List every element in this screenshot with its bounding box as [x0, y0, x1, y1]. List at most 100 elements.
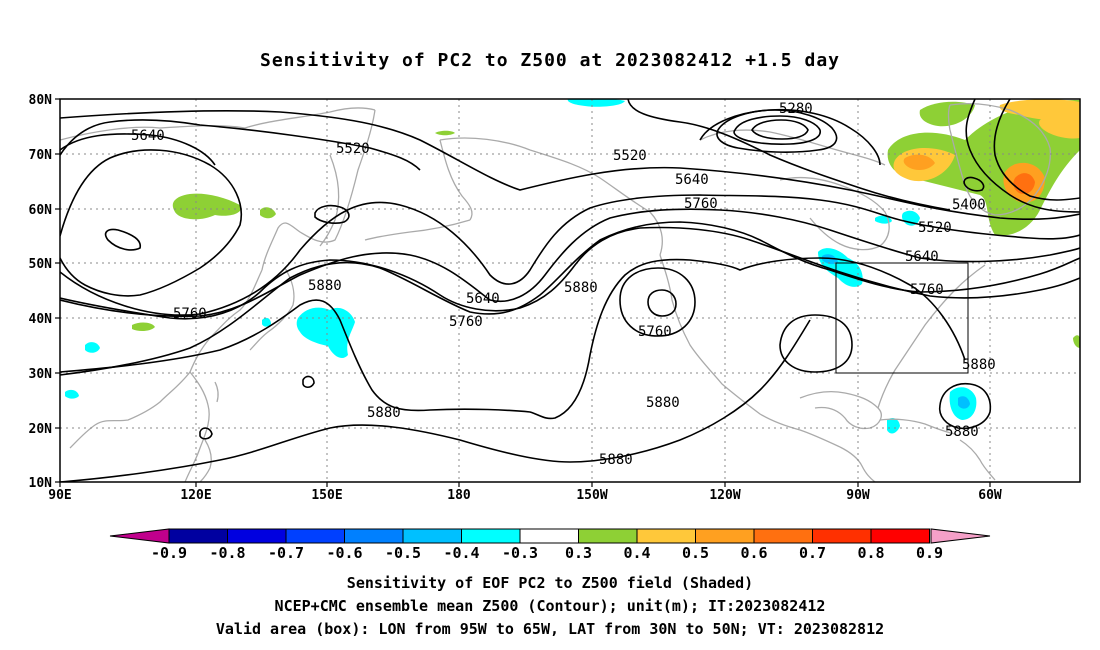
contour-labels: 5280 5400 5520 5520 5520 5640 5640 5640 …	[131, 101, 996, 468]
positive-sensitivity-area	[919, 101, 975, 127]
colorbar-high-arrow	[930, 528, 991, 544]
colorbar-label: 0.7	[799, 544, 826, 562]
colorbar-cell	[402, 528, 462, 544]
lat-tick-label: 70N	[29, 148, 53, 163]
contour-line	[938, 382, 992, 430]
colorbar-label: -0.5	[385, 544, 421, 562]
colorbar-cell	[285, 528, 345, 544]
contour-line	[314, 204, 350, 224]
contour-label: 5880	[599, 452, 633, 468]
contour-line	[60, 110, 1080, 220]
coastline-kamchatka	[319, 154, 340, 247]
axis-ticks	[55, 98, 991, 487]
coastline-gulf-mexico	[799, 391, 882, 430]
lat-tick-label: 30N	[29, 367, 53, 382]
negative-sensitivity-area	[822, 254, 838, 265]
contour-label: 5880	[564, 280, 598, 296]
colorbar-label: 0.4	[623, 544, 650, 562]
contour-line	[779, 314, 853, 373]
positive-sensitivity-area	[903, 154, 935, 171]
coastline-taiwan	[214, 381, 219, 403]
contour-line	[993, 99, 1080, 201]
negative-sensitivity-area	[262, 317, 271, 327]
contour-line	[60, 133, 216, 166]
contour-label: 5760	[684, 196, 718, 212]
lon-tick-label: 60W	[978, 488, 1002, 503]
colorbar-label: 0.8	[857, 544, 884, 562]
caption-contour: NCEP+CMC ensemble mean Z500 (Contour); u…	[274, 597, 826, 615]
contour-label: 5760	[449, 314, 483, 330]
contour-label: 5880	[945, 424, 979, 440]
colorbar-label: 0.5	[682, 544, 709, 562]
coastline-philippines	[199, 439, 212, 482]
coastline-north-america	[659, 254, 841, 448]
positive-sensitivity-area	[260, 207, 276, 219]
coastline-aleutians	[364, 219, 471, 241]
contour-line	[965, 99, 1080, 213]
contour-line	[60, 194, 1080, 316]
coastline-asia	[261, 109, 376, 271]
contour-label: 5760	[173, 306, 207, 322]
colorbar-cell	[519, 528, 579, 544]
contour-label: 5520	[613, 148, 647, 164]
contour-label: 5880	[962, 357, 996, 373]
contour-label: 5520	[918, 220, 952, 236]
plot-frame	[59, 98, 1081, 483]
colorbar-cell	[168, 528, 228, 544]
caption-shading: Sensitivity of EOF PC2 to Z500 field (Sh…	[346, 574, 754, 592]
contour-label: 5880	[646, 395, 680, 411]
colorbar-label: -0.4	[443, 544, 479, 562]
colorbar-label: -0.3	[502, 544, 538, 562]
negative-sensitivity-area	[958, 396, 970, 409]
coastline-asia	[69, 269, 263, 449]
contour-line	[60, 257, 966, 420]
lon-tick-label: 180	[447, 488, 471, 503]
colorbar-cell	[461, 528, 521, 544]
coastline-central-america	[839, 446, 876, 482]
colorbar-low-arrow	[109, 528, 170, 544]
colorbar: -0.9 -0.8 -0.7 -0.6 -0.5 -0.4 -0.3 0.3 0.4 0.5 0.6…	[109, 528, 991, 562]
contour-label: 5280	[779, 101, 813, 117]
coastline-asia	[60, 107, 376, 141]
coastline-caribbean	[959, 439, 996, 481]
contour-line	[699, 108, 881, 166]
contour-label: 5640	[466, 291, 500, 307]
positive-sensitivity-area	[1039, 113, 1080, 139]
negative-sensitivity-area	[85, 342, 100, 353]
colorbar-label: 0.9	[916, 544, 943, 562]
contour-label: 5640	[131, 128, 165, 144]
contour-label: 5640	[675, 172, 709, 188]
positive-sensitivity-area	[887, 100, 1080, 236]
positive-sensitivity-area	[1073, 335, 1080, 348]
contour-label: 5880	[308, 278, 342, 294]
coastline-canada-north	[779, 176, 890, 251]
lat-tick-label: 10N	[29, 476, 53, 491]
latitude-labels: 80N 70N 60N 50N 40N 30N 20N 10N	[29, 93, 53, 491]
positive-sensitivity-area	[132, 322, 155, 332]
lat-tick-label: 80N	[29, 93, 53, 108]
colorbar-cell	[578, 528, 638, 544]
coastline-caribbean	[879, 418, 956, 435]
colorbar-cell	[753, 528, 813, 544]
lon-tick-label: 90E	[48, 488, 71, 503]
coastline-japan	[249, 267, 295, 351]
positive-sensitivity-area	[172, 193, 242, 220]
contour-line	[963, 176, 985, 192]
contour-label: 5520	[336, 141, 370, 157]
colorbar-label: -0.6	[326, 544, 362, 562]
caption-valid-area: Valid area (box): LON from 95W to 65W, L…	[215, 620, 885, 638]
contour-line	[60, 149, 242, 297]
coastline-alaska	[439, 139, 473, 221]
contour-line	[199, 427, 213, 440]
contour-line	[60, 226, 1080, 320]
colorbar-label: 0.3	[565, 544, 592, 562]
lat-tick-label: 60N	[29, 203, 53, 218]
contour-label: 5760	[910, 282, 944, 298]
colorbar-label: 0.6	[740, 544, 767, 562]
contour-line	[619, 267, 696, 337]
contour-line	[60, 319, 811, 482]
colorbar-label: -0.8	[209, 544, 245, 562]
contour-label: 5400	[952, 197, 986, 213]
map-title: Sensitivity of PC2 to Z500 at 2023082412…	[259, 50, 840, 71]
contour-line	[60, 208, 1080, 318]
